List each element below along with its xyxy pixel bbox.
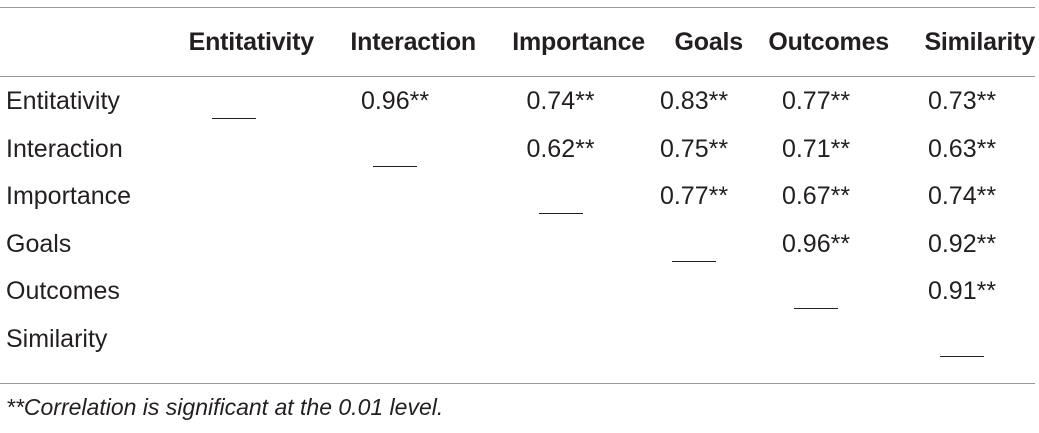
table-header-row: Entitativity Interaction Importance Goal… (0, 17, 1036, 67)
table-row: Goals 0.96** 0.92** (0, 221, 1035, 269)
correlation-value: 0.63** (927, 134, 997, 163)
correlation-value: 0.77** (781, 87, 851, 116)
empty-cell (476, 268, 645, 316)
diagonal-dash (538, 213, 583, 215)
table-row: Importance 0.77** 0.67** 0.74** (0, 173, 1035, 221)
correlation-value: 0.92** (927, 229, 997, 258)
row-label: Outcomes (6, 277, 120, 306)
empty-cell (154, 316, 314, 364)
empty-cell (645, 316, 743, 364)
column-header-similarity: Similarity (924, 27, 1035, 56)
correlation-value: 0.71** (781, 134, 851, 163)
table-row: Similarity (0, 316, 1035, 364)
table-row: Interaction 0.62** 0.75** 0.71** 0.63** (0, 126, 1035, 174)
row-label: Goals (6, 229, 72, 258)
empty-cell (154, 221, 314, 269)
diagonal-dash (672, 260, 716, 262)
diagonal-dash-cell (314, 126, 476, 174)
diagonal-dash-cell (889, 316, 1035, 364)
empty-cell (154, 173, 314, 221)
correlation-value: 0.91** (927, 277, 997, 306)
correlation-value: 0.74** (526, 87, 595, 116)
empty-cell (743, 316, 889, 364)
empty-cell (476, 221, 645, 269)
column-header-entitativity: Entitativity (188, 27, 315, 56)
diagonal-dash (794, 308, 838, 310)
correlation-value: 0.75** (659, 134, 729, 163)
row-label: Interaction (6, 134, 123, 163)
empty-cell (645, 268, 743, 316)
empty-cell (476, 316, 645, 364)
table-row: Entitativity 0.96** 0.74** 0.83** 0.77** 0.73… (0, 78, 1035, 126)
row-label: Entitativity (6, 87, 120, 116)
correlation-value: 0.62** (526, 134, 595, 163)
table-row: Outcomes 0.91** (0, 268, 1035, 316)
table-header-rule (0, 76, 1035, 77)
column-header-goals: Goals (674, 27, 744, 56)
empty-cell (314, 221, 476, 269)
diagonal-dash-cell (154, 78, 314, 126)
correlation-value: 0.83** (659, 87, 729, 116)
column-header-corner (0, 17, 154, 67)
correlation-value: 0.96** (360, 87, 430, 116)
row-label: Importance (6, 182, 132, 211)
diagonal-dash-cell (476, 173, 645, 221)
correlation-value: 0.77** (659, 182, 729, 211)
table-top-rule (0, 7, 1035, 8)
table-footnote: **Correlation is significant at the 0.01… (6, 394, 444, 420)
row-label: Similarity (6, 324, 108, 353)
empty-cell (154, 126, 314, 174)
correlation-value: 0.74** (927, 182, 997, 211)
empty-cell (314, 316, 476, 364)
empty-cell (154, 268, 314, 316)
column-header-importance: Importance (512, 27, 645, 56)
column-header-interaction: Interaction (350, 27, 476, 56)
correlation-value: 0.96** (781, 229, 851, 258)
correlation-value: 0.67** (781, 182, 851, 211)
diagonal-dash (373, 165, 417, 167)
table-bottom-rule (0, 383, 1035, 384)
diagonal-dash (212, 118, 256, 120)
table-spacer-row (0, 67, 1035, 78)
diagonal-dash-cell (743, 268, 889, 316)
correlation-table: Entitativity Interaction Importance Goal… (0, 17, 1035, 363)
diagonal-dash (940, 355, 984, 357)
empty-cell (314, 173, 476, 221)
column-header-outcomes: Outcomes (768, 27, 889, 56)
diagonal-dash-cell (645, 221, 743, 269)
correlation-value: 0.73** (927, 87, 997, 116)
empty-cell (314, 268, 476, 316)
